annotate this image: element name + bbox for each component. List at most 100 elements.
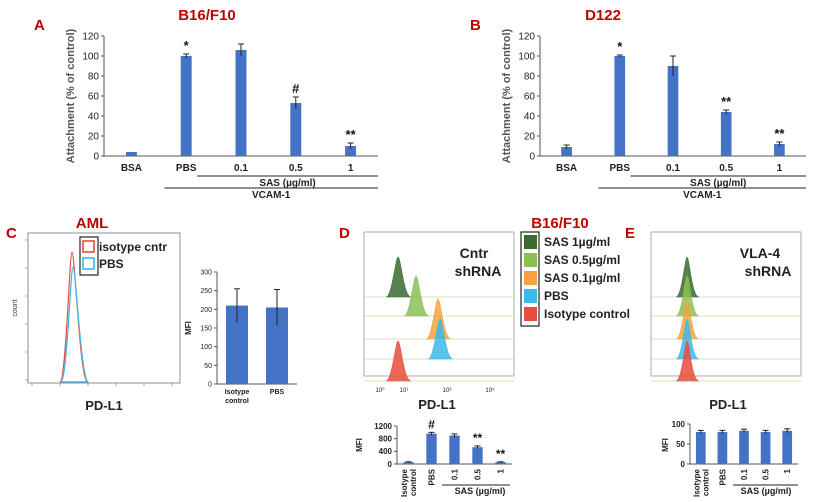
x-tick-label: control [701, 469, 710, 496]
y-tick-label: 150 [200, 325, 212, 332]
y-tick-label: 400 [379, 447, 393, 456]
y-tick-label: 80 [88, 72, 100, 83]
x-tick-label: control [409, 469, 418, 496]
histogram-pbs [60, 266, 90, 383]
x-tick-label: 10⁰ [375, 387, 385, 394]
y-tick-label: 120 [82, 32, 99, 43]
histogram-peak [403, 275, 430, 317]
legend-label: SAS 0.1µg/ml [544, 271, 620, 285]
y-axis-title: Attachment (% of control) [65, 28, 77, 163]
x-tick-label: 1 [348, 163, 354, 174]
bar [695, 432, 706, 464]
chart-title: D122 [585, 7, 621, 24]
panel-label: C [6, 225, 17, 242]
histogram-peak [675, 318, 700, 360]
group-label: SAS (µg/ml) [741, 486, 792, 496]
panel-label: B [470, 17, 481, 34]
x-tick-label: 0.5 [474, 468, 483, 480]
legend-label: SAS 1µg/ml [544, 235, 610, 249]
histogram-peak [675, 275, 700, 317]
significance-mark: * [617, 39, 623, 54]
y-axis-title: MFI [184, 321, 193, 335]
significance-mark: # [428, 417, 435, 431]
histogram-peak [425, 298, 452, 340]
x-tick-label: 1 [783, 468, 792, 473]
legend-swatch [524, 289, 537, 303]
x-tick-label: 1 [777, 163, 783, 174]
y-tick-label: 0 [681, 460, 686, 469]
bar [180, 56, 192, 156]
bar [125, 152, 137, 156]
legend-label: PBS [544, 289, 569, 303]
bar [717, 432, 728, 464]
x-tick-label: BSA [121, 163, 142, 174]
legend-label: Isotype control [544, 307, 630, 321]
bar [495, 462, 506, 464]
bar [235, 50, 247, 156]
bar [449, 435, 460, 464]
y-tick-label: 200 [200, 307, 212, 314]
x-tick-label: PBS [718, 468, 727, 485]
y-tick-label: 40 [88, 112, 100, 123]
legend-swatch [82, 240, 95, 253]
bar [226, 305, 248, 384]
bar [782, 430, 793, 464]
x-tick-label: 10³ [443, 388, 452, 394]
x-tick-label: PBS [428, 468, 437, 485]
group-label: SAS (µg/ml) [455, 486, 506, 496]
histogram-peak [675, 298, 700, 340]
y-tick-label: 80 [524, 72, 536, 83]
annotation-text: Cntr [460, 245, 489, 261]
significance-mark: * [184, 38, 190, 53]
legend-swatch [524, 253, 537, 267]
x-tick-label: 0.5 [289, 163, 303, 174]
histogram-peak [675, 340, 700, 382]
chart-title: B16/F10 [178, 7, 236, 24]
x-tick-label: control [225, 398, 249, 405]
x-tick-label: 1 [497, 468, 506, 473]
x-axis-title: PD-L1 [85, 398, 123, 413]
significance-mark: ** [473, 431, 483, 445]
y-axis-title: MFI [661, 438, 670, 452]
y-tick-label: 120 [518, 32, 535, 43]
y-tick-label: 20 [88, 132, 100, 143]
legend-swatch [82, 257, 95, 270]
bar [667, 66, 679, 156]
y-tick-label: 40 [524, 112, 536, 123]
significance-mark: ** [721, 94, 732, 109]
y-tick-label: 800 [379, 434, 393, 443]
x-axis-title: PD-L1 [709, 397, 747, 412]
legend-swatch [524, 307, 537, 321]
bar [266, 307, 288, 384]
significance-mark: ** [774, 126, 785, 141]
y-tick-label: 0 [529, 152, 535, 163]
y-tick-label: 100 [82, 52, 99, 63]
bar [760, 432, 771, 464]
x-tick-label: Isotype [400, 468, 409, 497]
annotation-text: shRNA [455, 263, 502, 279]
bar [774, 144, 785, 156]
bar [739, 430, 749, 464]
y-tick-label: 100 [518, 52, 535, 63]
significance-mark: ** [346, 127, 357, 142]
x-tick-label: Isotype [692, 468, 701, 497]
y-tick-label: 0 [388, 460, 393, 469]
legend-label: PBS [99, 257, 124, 271]
significance-mark: ** [496, 447, 506, 461]
legend-swatch [524, 235, 537, 249]
y-tick-label: 0 [208, 381, 212, 388]
bar [561, 147, 572, 156]
y-tick-label: 300 [200, 269, 212, 276]
y-axis-title: count [12, 299, 19, 316]
plot-frame [363, 231, 515, 377]
bar [472, 447, 483, 464]
x-tick-label: Isotype [225, 389, 250, 396]
y-tick-label: 50 [676, 440, 685, 449]
plot-frame [650, 231, 802, 377]
histogram-peak [385, 256, 412, 298]
x-tick-label: 0.5 [719, 163, 733, 174]
bar [403, 462, 414, 464]
chart-title: B16/F10 [531, 215, 589, 232]
y-tick-label: 100 [200, 344, 212, 351]
